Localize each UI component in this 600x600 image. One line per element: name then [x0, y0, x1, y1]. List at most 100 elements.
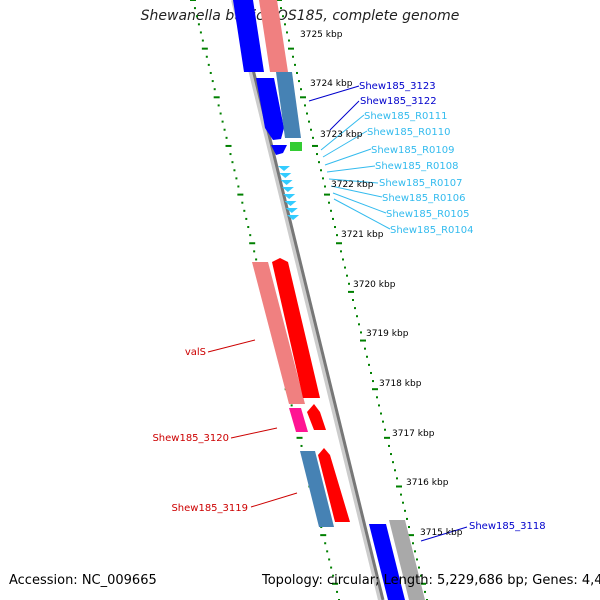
feature-shew185-3120-cds[interactable] [307, 404, 326, 430]
tick-mark [424, 590, 426, 593]
tick-mark [370, 371, 372, 374]
tick-mark [358, 323, 360, 326]
tick-mark [231, 161, 234, 164]
tick-mark [320, 169, 322, 172]
tick-mark [364, 347, 366, 350]
tick-mark [312, 144, 318, 147]
label-connectors [207, 85, 468, 542]
feature-shew185-3120-gene[interactable] [289, 408, 308, 432]
feature-label-shew185-r0108[interactable]: Shew185_R0108 [375, 161, 459, 172]
feature-shew185-3124-cds[interactable] [233, 0, 264, 72]
tick-mark [219, 112, 222, 115]
trna-marker[interactable] [278, 166, 290, 171]
tick-mark [193, 7, 196, 10]
tick-mark [304, 104, 306, 107]
feature-shew185-3122-cds[interactable] [271, 145, 287, 155]
feature-vals-cds[interactable] [272, 258, 320, 398]
feature-label-shew185-3120[interactable]: Shew185_3120 [152, 433, 229, 444]
tick-mark [344, 266, 346, 269]
ruler-label: 3722 kbp [331, 180, 374, 190]
ruler-label: 3719 kbp [366, 329, 409, 339]
ruler-label: 3720 kbp [353, 280, 396, 290]
tick-mark [342, 258, 344, 261]
tick-mark [249, 242, 256, 245]
tick-mark [372, 388, 378, 391]
feature-shew185-3118-cds[interactable] [369, 524, 405, 600]
tick-mark [300, 444, 303, 447]
feature-label-shew185-r0109[interactable]: Shew185_R0109 [371, 145, 455, 156]
trna-group [278, 166, 300, 220]
feature-shew185-3124-gene[interactable] [259, 0, 288, 72]
tick-mark [201, 47, 208, 50]
tick-mark [336, 242, 342, 245]
tick-mark [366, 355, 368, 358]
tick-mark [225, 136, 228, 139]
feature-label-shew185-r0104[interactable]: Shew185_R0104 [390, 225, 474, 236]
tick-mark [406, 517, 408, 520]
feature-label-shew185-r0110[interactable]: Shew185_R0110 [367, 127, 451, 138]
tick-mark [408, 534, 414, 537]
tick-mark [211, 80, 214, 83]
tick-mark [282, 15, 284, 18]
tick-mark [352, 299, 354, 301]
trna-marker[interactable] [279, 173, 292, 178]
tick-mark [332, 574, 335, 577]
tick-mark [312, 136, 314, 139]
tick-mark [408, 526, 410, 529]
trna-marker[interactable] [284, 201, 297, 206]
tick-mark [330, 566, 333, 569]
tick-mark [348, 282, 350, 285]
tick-mark [324, 542, 327, 545]
tick-mark [296, 436, 303, 439]
tick-mark [354, 307, 356, 310]
tick-mark [330, 209, 332, 212]
trna-marker[interactable] [283, 194, 296, 199]
feature-shew185-3123-gene[interactable] [276, 72, 301, 138]
trna-marker[interactable] [281, 187, 294, 192]
tick-mark [384, 428, 386, 431]
tick-mark [213, 96, 220, 99]
feature-shew185-3123-cds[interactable] [256, 78, 284, 140]
tick-mark [288, 39, 290, 42]
ruler-label: 3718 kbp [379, 379, 422, 389]
tick-mark [316, 153, 318, 156]
feature-vals-gene[interactable] [252, 262, 305, 404]
feature-label-shew185-r0111[interactable]: Shew185_R0111 [364, 111, 448, 122]
tick-mark [336, 234, 338, 237]
trna-marker[interactable] [280, 180, 293, 185]
ruler-label: 3717 kbp [392, 429, 435, 439]
feature-shew185-3119-cds[interactable] [318, 448, 350, 522]
feature-label-shew185-3118[interactable]: Shew185_3118 [469, 521, 546, 532]
tick-mark [412, 542, 414, 545]
tick-mark [249, 234, 252, 237]
tick-mark [346, 274, 348, 277]
feature-label-shew185-r0106[interactable]: Shew185_R0106 [382, 193, 466, 204]
feature-shew185-3119-gene[interactable] [300, 451, 334, 527]
feature-label-vals[interactable]: valS [185, 347, 206, 358]
backbone-shadow [231, 0, 382, 600]
tick-mark [253, 250, 256, 253]
feature-label-shew185-3123[interactable]: Shew185_3123 [359, 81, 436, 92]
map-title: Shewanella baltica OS185, complete genom… [140, 8, 460, 24]
trna-marker[interactable] [285, 208, 298, 213]
tick-mark [384, 436, 390, 439]
feature-label-shew185-r0107[interactable]: Shew185_R0107 [379, 178, 463, 189]
tick-mark [392, 461, 394, 464]
feature-label-shew185-r0105[interactable]: Shew185_R0105 [386, 209, 470, 220]
tick-mark [328, 558, 331, 561]
feature-rrna[interactable] [290, 142, 302, 151]
ruler-label: 3724 kbp [310, 79, 353, 89]
feature-label-shew185-3122[interactable]: Shew185_3122 [360, 96, 437, 107]
tick-mark [376, 396, 378, 399]
separator: ; [523, 573, 533, 588]
tick-mark [201, 39, 204, 42]
tick-mark [396, 485, 402, 488]
tick-mark [414, 550, 416, 553]
tick-mark [237, 185, 240, 188]
feature-label-shew185-3119[interactable]: Shew185_3119 [171, 503, 248, 514]
tick-mark [360, 331, 362, 334]
tick-mark [199, 31, 202, 34]
feature-shew185-3118-gene[interactable] [389, 520, 425, 600]
trna-marker[interactable] [287, 215, 300, 220]
